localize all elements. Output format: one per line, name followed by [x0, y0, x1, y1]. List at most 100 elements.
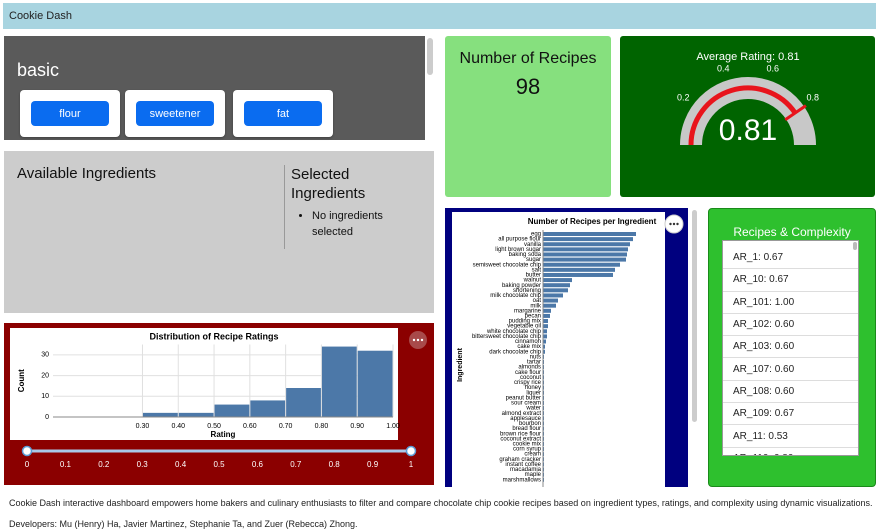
y-tick-label: corn syrup: [513, 447, 542, 453]
recipe-item[interactable]: AR_109: 0.67: [723, 403, 858, 426]
recipe-item[interactable]: AR_1: 0.67: [723, 247, 858, 270]
filter-button[interactable]: flour: [31, 101, 109, 126]
y-tick-label: coconut: [520, 375, 541, 381]
y-tick-label: margarine: [514, 308, 542, 314]
scrollbar[interactable]: [427, 38, 433, 75]
bar: [321, 346, 357, 417]
y-tick-label: salt: [532, 267, 542, 273]
scrollbar[interactable]: [853, 242, 857, 250]
bar: [543, 298, 558, 303]
x-tick-label: 1.00: [386, 423, 400, 430]
button-card: fat: [233, 90, 333, 137]
recipe-item[interactable]: AR_102: 0.60: [723, 314, 858, 337]
bar: [543, 283, 570, 288]
button-card: sweetener: [125, 90, 225, 137]
ingredients-panel: Available Ingredients Selected Ingredien…: [4, 151, 434, 313]
bar: [543, 319, 548, 324]
y-tick-label: white chocolate chip: [486, 329, 542, 335]
y-tick-label: liquer: [526, 390, 541, 396]
bar: [543, 313, 550, 318]
y-tick-label: 10: [41, 393, 49, 400]
y-tick-label: honey: [525, 385, 541, 391]
y-tick-label: bread flour: [512, 426, 541, 432]
recipe-item[interactable]: AR_103: 0.60: [723, 336, 858, 359]
bar: [543, 242, 630, 247]
bar: [543, 334, 547, 339]
y-tick-label: bourbon: [519, 421, 541, 427]
scrollbar[interactable]: [692, 210, 697, 422]
recipe-list[interactable]: AR_1: 0.67 AR_10: 0.67 AR_101: 1.00 AR_102:…: [722, 240, 859, 456]
recipe-item[interactable]: AR_108: 0.60: [723, 381, 858, 404]
slider-tick-label: 0.6: [252, 460, 264, 469]
bar: [543, 303, 556, 308]
gauge-tick-label: 0.4: [717, 63, 730, 73]
recipe-item[interactable]: AR_110: 0.80: [723, 448, 858, 455]
y-tick-label: baking soda: [509, 252, 542, 258]
selected-item: No ingredients selected: [312, 208, 401, 240]
y-tick-label: almond extract: [502, 411, 542, 417]
bar: [357, 350, 393, 417]
x-axis-label: Rating: [211, 430, 236, 439]
description: Cookie Dash interactive dashboard empowe…: [9, 498, 873, 508]
filter-button[interactable]: fat: [244, 101, 322, 126]
y-tick-label: maple: [525, 472, 542, 478]
slider-tick-label: 0.7: [290, 460, 302, 469]
slider-tick-label: 0.4: [175, 460, 187, 469]
y-tick-label: oat: [533, 298, 542, 304]
bar: [543, 257, 626, 262]
y-tick-label: macadamia: [510, 467, 542, 473]
slider-handle[interactable]: [405, 445, 417, 457]
bar: [543, 267, 615, 272]
panel: [620, 36, 875, 197]
y-tick-label: vanilla: [524, 242, 542, 248]
bar: [286, 388, 321, 417]
y-tick-label: all purpose flour: [498, 237, 541, 243]
gauge-title: Average Rating: 0.81: [696, 51, 799, 63]
y-tick-label: 30: [41, 352, 49, 359]
recipe-title: Recipes & Complexity: [733, 225, 851, 239]
bar: [543, 308, 551, 313]
count-value: 98: [515, 74, 541, 99]
bar: [543, 349, 545, 354]
bar: [543, 247, 628, 252]
y-tick-label: cream: [524, 452, 541, 458]
y-tick-label: sugar: [526, 257, 541, 263]
y-tick-label: water: [525, 406, 541, 412]
bar: [543, 293, 563, 298]
histogram-chart: Distribution of Recipe Ratings01020300.3…: [4, 323, 434, 485]
recipe-item[interactable]: AR_11: 0.53: [723, 425, 858, 448]
y-tick-label: coconut extract: [500, 436, 541, 442]
count-title: Number of Recipes: [459, 50, 597, 67]
slider-tick-label: 0.5: [213, 460, 225, 469]
y-tick-label: sour cream: [511, 401, 541, 407]
y-tick-label: light brown sugar: [495, 247, 541, 253]
filter-button[interactable]: sweetener: [136, 101, 214, 126]
slider-handle[interactable]: [21, 445, 33, 457]
slider-tick-label: 0.3: [137, 460, 149, 469]
slider-tick-label: 0.1: [60, 460, 72, 469]
y-axis-label: Ingredient: [457, 347, 464, 382]
bar: [543, 262, 620, 267]
count-card: Number of Recipes 98: [445, 36, 611, 197]
y-tick-label: nuts: [530, 354, 541, 360]
y-tick-label: cake flour: [515, 370, 541, 376]
y-tick-label: shortening: [513, 288, 541, 294]
bar: [178, 412, 214, 417]
y-tick-label: egg: [531, 232, 541, 238]
y-tick-label: butter: [526, 273, 541, 279]
bar: [543, 272, 613, 277]
y-tick-label: crispy rice: [514, 380, 542, 386]
gauge-chart: Average Rating: 0.81 0.2 0.4 0.6 0.8 0.81: [620, 36, 875, 197]
bar: [543, 329, 547, 334]
recipe-item[interactable]: AR_10: 0.67: [723, 269, 858, 292]
bar: [250, 400, 286, 417]
recipe-panel: Recipes & Complexity AR_1: 0.67 AR_10: 0.…: [708, 208, 876, 487]
x-tick-label: 0.90: [350, 423, 364, 430]
bar: [543, 278, 572, 283]
recipe-item[interactable]: AR_101: 1.00: [723, 292, 858, 314]
recipe-item[interactable]: AR_107: 0.60: [723, 358, 858, 381]
y-tick-label: 20: [41, 372, 49, 379]
x-tick-label: 0.70: [279, 423, 293, 430]
y-tick-label: milk chocolate chip: [490, 293, 541, 299]
